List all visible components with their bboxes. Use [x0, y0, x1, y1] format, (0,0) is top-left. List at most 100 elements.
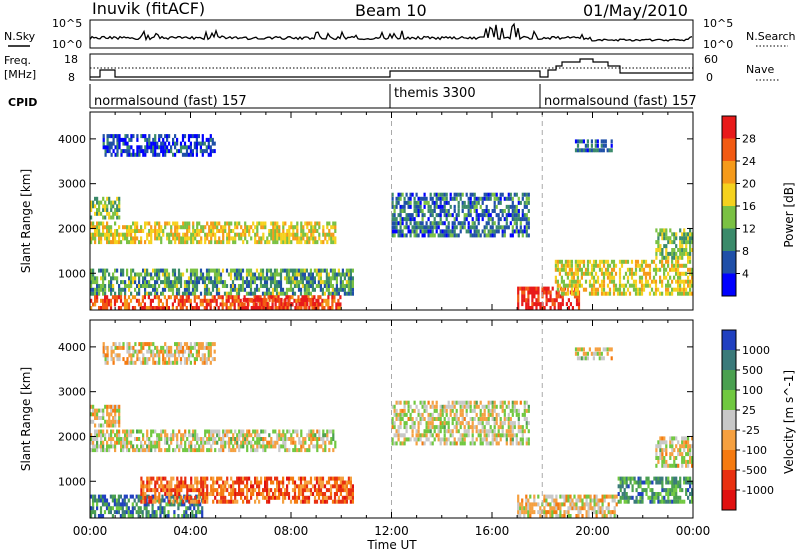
- echo-cell: [218, 433, 221, 438]
- echo-cell: [106, 211, 109, 216]
- echo-cell: [465, 429, 468, 434]
- echo-cell: [90, 298, 93, 303]
- echo-cell: [431, 196, 434, 201]
- echo-cell: [141, 298, 144, 303]
- echo-cell: [511, 421, 514, 426]
- echo-cell: [322, 229, 325, 233]
- echo-cell: [582, 271, 586, 276]
- echo-cell: [485, 404, 488, 409]
- echo-cell: [156, 145, 159, 150]
- echo-cell: [425, 425, 428, 430]
- echo-cell: [212, 229, 215, 233]
- echo-cell: [475, 200, 478, 205]
- echo-cell: [166, 349, 169, 354]
- echo-cell: [152, 287, 155, 292]
- echo-cell: [523, 429, 526, 434]
- echo-cell: [411, 192, 414, 197]
- echo-cell: [275, 280, 279, 285]
- echo-cell: [100, 298, 103, 303]
- echo-cell: [173, 284, 177, 288]
- echo-cell: [681, 251, 684, 256]
- echo-cell: [317, 298, 320, 303]
- echo-cell: [235, 272, 239, 277]
- echo-cell: [632, 271, 636, 276]
- echo-cell: [675, 244, 678, 249]
- echo-cell: [102, 229, 105, 233]
- echo-cell: [210, 229, 213, 233]
- echo-cell: [349, 287, 352, 292]
- echo-cell: [128, 353, 131, 358]
- echo-cell: [469, 400, 472, 405]
- echo-cell: [116, 408, 119, 413]
- echo-cell: [159, 498, 162, 503]
- echo-cell: [138, 291, 141, 296]
- echo-cell: [286, 302, 289, 306]
- echo-cell: [245, 284, 249, 288]
- echo-cell: [292, 225, 295, 230]
- echo-cell: [136, 444, 139, 449]
- echo-cell: [203, 141, 206, 146]
- echo-cell: [137, 514, 140, 518]
- echo-cell: [243, 306, 246, 310]
- echo-cell: [618, 291, 622, 296]
- echo-cell: [116, 429, 119, 434]
- echo-cell: [154, 287, 157, 292]
- freq-right-tick-bottom: 0: [706, 71, 713, 84]
- echo-cell: [618, 275, 622, 280]
- echo-cell: [435, 433, 438, 438]
- echo-cell: [184, 240, 187, 245]
- echo-cell: [648, 291, 652, 296]
- echo-cell: [313, 276, 316, 281]
- echo-cell: [517, 286, 520, 291]
- echo-cell: [138, 349, 141, 354]
- echo-cell: [195, 342, 198, 347]
- echo-cell: [140, 448, 143, 453]
- echo-cell: [110, 353, 113, 358]
- echo-cell: [187, 345, 191, 350]
- echo-cell: [144, 272, 147, 277]
- echo-cell: [439, 417, 442, 421]
- echo-cell: [120, 268, 123, 273]
- echo-cell: [683, 291, 686, 296]
- echo-cell: [133, 306, 137, 310]
- echo-cell: [207, 141, 210, 146]
- echo-cell: [517, 494, 520, 499]
- echo-cell: [181, 134, 185, 139]
- echo-cell: [140, 225, 143, 230]
- echo-cell: [677, 267, 680, 272]
- echo-cell: [296, 232, 299, 237]
- echo-cell: [298, 437, 301, 441]
- echo-cell: [193, 342, 196, 347]
- echo-cell: [425, 196, 428, 201]
- echo-cell: [267, 291, 271, 296]
- echo-cell: [503, 233, 506, 238]
- echo-cell: [279, 276, 283, 281]
- echo-cell: [189, 276, 193, 281]
- echo-cell: [638, 263, 642, 268]
- echo-cell: [451, 221, 454, 226]
- echo-cell: [288, 429, 291, 434]
- echo-cell: [203, 353, 206, 358]
- echo-cell: [588, 279, 592, 284]
- echo-cell: [543, 290, 546, 295]
- echo-cell: [675, 267, 678, 272]
- echo-cell: [405, 425, 408, 430]
- echo-cell: [166, 137, 169, 142]
- echo-cell: [209, 360, 212, 365]
- echo-cell: [455, 400, 458, 405]
- echo-cell: [185, 152, 189, 157]
- echo-cell: [286, 306, 289, 310]
- echo-cell: [192, 229, 195, 233]
- echo-cell: [608, 279, 612, 284]
- echo-cell: [339, 476, 342, 481]
- echo-cell: [194, 499, 197, 504]
- echo-cell: [117, 506, 120, 511]
- echo-cell: [159, 502, 162, 507]
- echo-cell: [667, 255, 670, 260]
- echo-cell: [574, 139, 578, 144]
- echo-cell: [130, 444, 133, 449]
- echo-cell: [148, 448, 151, 453]
- echo-cell: [295, 280, 299, 285]
- echo-cell: [291, 476, 295, 481]
- echo-cell: [626, 259, 630, 264]
